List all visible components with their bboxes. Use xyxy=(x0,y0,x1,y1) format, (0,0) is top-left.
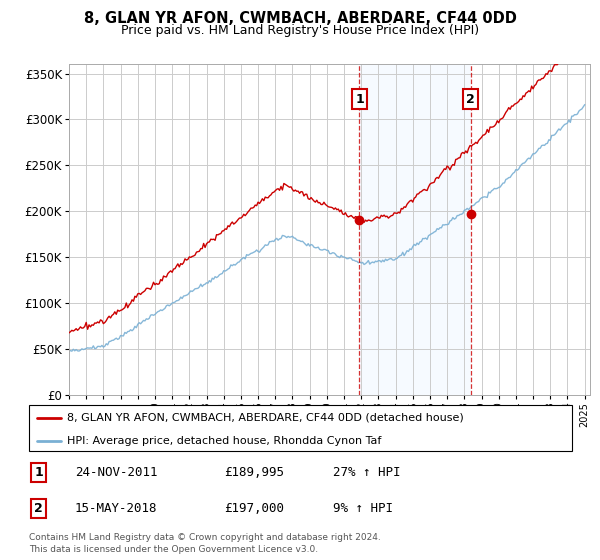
Text: 15-MAY-2018: 15-MAY-2018 xyxy=(75,502,158,515)
Text: 27% ↑ HPI: 27% ↑ HPI xyxy=(333,466,401,479)
Text: Price paid vs. HM Land Registry's House Price Index (HPI): Price paid vs. HM Land Registry's House … xyxy=(121,24,479,36)
Text: 1: 1 xyxy=(355,92,364,106)
Text: 2: 2 xyxy=(466,92,475,106)
Text: £189,995: £189,995 xyxy=(224,466,284,479)
Text: HPI: Average price, detached house, Rhondda Cynon Taf: HPI: Average price, detached house, Rhon… xyxy=(67,436,381,446)
Text: £197,000: £197,000 xyxy=(224,502,284,515)
Text: 24-NOV-2011: 24-NOV-2011 xyxy=(75,466,158,479)
Text: 9% ↑ HPI: 9% ↑ HPI xyxy=(333,502,393,515)
Text: 8, GLAN YR AFON, CWMBACH, ABERDARE, CF44 0DD: 8, GLAN YR AFON, CWMBACH, ABERDARE, CF44… xyxy=(83,11,517,26)
FancyBboxPatch shape xyxy=(29,405,572,451)
Text: 8, GLAN YR AFON, CWMBACH, ABERDARE, CF44 0DD (detached house): 8, GLAN YR AFON, CWMBACH, ABERDARE, CF44… xyxy=(67,413,464,423)
Text: 2: 2 xyxy=(34,502,43,515)
Bar xyxy=(359,64,470,395)
Text: Contains HM Land Registry data © Crown copyright and database right 2024.
This d: Contains HM Land Registry data © Crown c… xyxy=(29,533,380,554)
Text: 1: 1 xyxy=(34,466,43,479)
